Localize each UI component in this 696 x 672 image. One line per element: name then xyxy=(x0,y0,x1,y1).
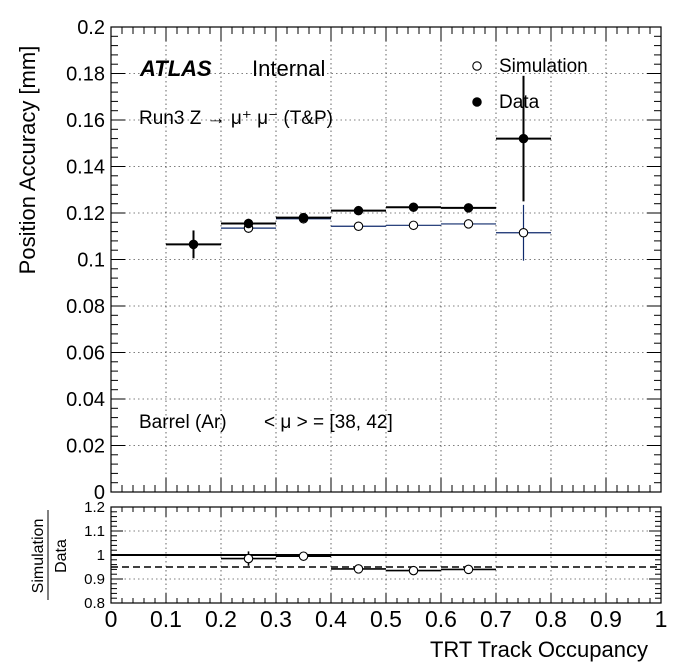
main-marks xyxy=(166,75,551,261)
x-tick-label: 0.6 xyxy=(425,606,457,632)
data-point xyxy=(276,212,331,223)
simulation-point xyxy=(441,219,496,229)
x-tick-label: 0.8 xyxy=(535,606,567,632)
x-tick-labels: 0 0.1 0.2 0.3 0.4 0.5 0.6 0.7 0.8 0.9 1 xyxy=(105,606,668,632)
main-y-tick-label: 0.06 xyxy=(66,343,105,365)
data-point xyxy=(386,202,441,212)
atlas-label: ATLAS xyxy=(139,56,212,81)
ratio-point xyxy=(276,551,331,561)
main-y-tick-label: 0.14 xyxy=(66,157,105,179)
legend-data-label: Data xyxy=(499,92,540,113)
main-grid xyxy=(111,27,661,492)
x-tick-label: 0.9 xyxy=(590,606,622,632)
simulation-point xyxy=(331,221,386,232)
region-label: Barrel (Ar) xyxy=(139,412,227,433)
data-marker xyxy=(463,203,474,213)
ratio-point xyxy=(221,551,276,566)
ratio-marker xyxy=(408,565,419,576)
data-point xyxy=(221,218,276,229)
x-tick-label: 0.4 xyxy=(315,606,347,632)
simulation-marker xyxy=(518,228,529,238)
main-y-tick-label: 0.08 xyxy=(66,296,105,318)
main-y-tick-label: 0.1 xyxy=(77,250,105,272)
ratio-marker xyxy=(353,564,364,574)
ratio-y-tick-label: 1 xyxy=(97,547,105,564)
data-marker xyxy=(518,133,529,144)
x-tick-label: 0.3 xyxy=(260,606,292,632)
x-tick-label: 1 xyxy=(655,606,668,632)
x-axis-title: TRT Track Occupancy xyxy=(430,637,648,662)
legend-simulation-marker xyxy=(472,61,482,71)
ratio-marker xyxy=(463,564,474,575)
main-y-tick-label: 0.02 xyxy=(66,436,105,458)
x-tick-label: 0.5 xyxy=(370,606,402,632)
data-point xyxy=(441,203,496,213)
ratio-y-tick-label: 0.8 xyxy=(84,595,105,612)
ratio-y-title-denominator: Data xyxy=(53,539,70,573)
x-tick-label: 0.1 xyxy=(150,606,182,632)
legend-simulation-label: Simulation xyxy=(499,56,588,77)
x-tick-label: 0.7 xyxy=(480,606,512,632)
data-point xyxy=(496,75,551,202)
ratio-reference-lines xyxy=(111,554,661,568)
main-frame xyxy=(110,26,662,493)
ratio-marker xyxy=(243,553,254,564)
main-y-tick-labels: 0 0.02 0.04 0.06 0.08 0.1 0.12 0.14 0.16 0.18 0.2 xyxy=(66,17,105,504)
simulation-marker xyxy=(463,219,474,229)
simulation-point xyxy=(386,220,441,231)
internal-label: Internal xyxy=(252,56,325,81)
ratio-marker xyxy=(298,551,309,561)
data-marker xyxy=(243,218,254,229)
legend-data-marker xyxy=(472,97,482,107)
main-y-tick-label: 0.12 xyxy=(66,203,105,225)
pileup-label: < μ > = [38, 42] xyxy=(264,412,393,433)
simulation-marker xyxy=(408,220,419,231)
ratio-point xyxy=(386,565,441,576)
data-marker xyxy=(298,212,309,223)
main-y-tick-label: 0.18 xyxy=(66,64,105,86)
ratio-y-tick-label: 1.1 xyxy=(84,523,105,540)
data-marker xyxy=(408,202,419,212)
process-label: Run3 Z → μ⁺ μ⁻ (T&P) xyxy=(139,108,333,129)
ratio-marks xyxy=(221,551,496,576)
main-y-tick-label: 0 xyxy=(94,482,105,504)
data-point xyxy=(331,205,386,216)
ratio-frame xyxy=(110,506,662,604)
data-marker xyxy=(353,205,364,216)
main-ticks xyxy=(110,26,662,493)
main-y-tick-label: 0.2 xyxy=(77,17,105,39)
main-y-tick-label: 0.04 xyxy=(66,389,105,411)
ratio-point xyxy=(331,564,386,574)
ratio-y-tick-label: 0.9 xyxy=(84,571,105,588)
simulation-point xyxy=(496,204,551,261)
ratio-point xyxy=(441,564,496,575)
ratio-y-tick-label: 1.2 xyxy=(84,499,105,516)
ratio-y-title-numerator: Simulation xyxy=(30,519,47,594)
simulation-marker xyxy=(353,221,364,232)
main-y-tick-label: 0.16 xyxy=(66,110,105,132)
x-tick-label: 0.2 xyxy=(205,606,237,632)
data-marker xyxy=(188,239,199,250)
x-tick-label: 0 xyxy=(105,606,118,632)
ratio-y-tick-labels: 0.8 0.9 1 1.1 1.2 xyxy=(84,499,105,612)
y-axis-title: Position Accuracy [mm] xyxy=(15,46,40,275)
data-point xyxy=(166,230,221,259)
